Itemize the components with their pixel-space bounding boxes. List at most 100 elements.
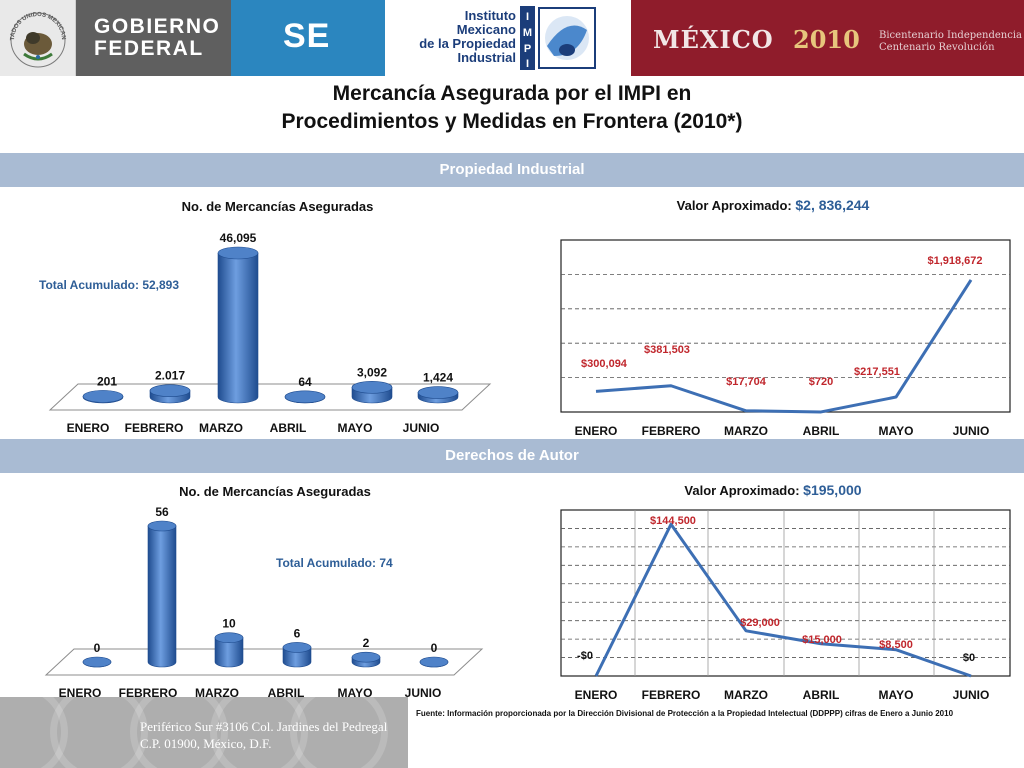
- impi-name-line: Industrial: [457, 50, 516, 65]
- category-label: MAYO: [879, 688, 914, 702]
- autor-value-amount: $195,000: [803, 482, 862, 498]
- category-label: JUNIO: [953, 424, 990, 438]
- data-label: $15,000: [802, 634, 842, 646]
- impi-emblem-icon: I M P I: [520, 6, 596, 70]
- category-label: ABRIL: [803, 424, 840, 438]
- bar-top: [217, 246, 259, 260]
- series-line: [594, 522, 972, 678]
- autor-value-title: Valor Aproximado: $195,000: [533, 482, 1013, 498]
- bar-top: [214, 632, 244, 644]
- plot-area: [560, 509, 1011, 677]
- data-label: $217,551: [854, 366, 900, 378]
- impi-name: Instituto Mexicano de la Propiedad Indus…: [415, 9, 516, 65]
- data-label: $29,000: [740, 617, 780, 629]
- bar-top: [82, 390, 124, 403]
- data-label: 1,424: [423, 371, 453, 385]
- national-seal-logo: ESTADOS UNIDOS MEXICANOS: [0, 0, 76, 76]
- data-label: $144,500: [650, 515, 696, 527]
- bar-top: [419, 656, 449, 668]
- bar-top: [282, 642, 312, 653]
- impi-name-line: Instituto: [464, 8, 516, 23]
- footer-address-panel: Periférico Sur #3106 Col. Jardines del P…: [0, 697, 408, 768]
- source-note: Fuente: Información proporcionada por la…: [416, 709, 954, 718]
- category-label: ABRIL: [803, 688, 840, 702]
- autor-count-title: No. de Mercancías Aseguradas: [179, 484, 371, 499]
- impi-name-line: Mexicano: [456, 22, 516, 37]
- mexico-word: MÉXICO: [653, 25, 774, 54]
- bar-body: [217, 252, 259, 404]
- impi-letter: P: [524, 43, 531, 55]
- industrial-value-label: Valor Aproximado:: [676, 198, 792, 213]
- data-label: $381,503: [644, 344, 690, 356]
- data-label: 64: [298, 375, 312, 389]
- page-title: Mercancía Asegurada por el IMPI en Proce…: [0, 80, 1024, 136]
- bicentenario-text: Bicentenario Independencia: [879, 30, 1023, 41]
- bar-body: [214, 637, 244, 668]
- autor-value-label: Valor Aproximado:: [684, 483, 800, 498]
- impi-letter: I: [526, 58, 529, 70]
- bar-top: [417, 386, 459, 399]
- header-banner: ESTADOS UNIDOS MEXICANOS GOBIERNO FEDERA…: [0, 0, 1024, 76]
- gobierno-line-2: FEDERAL: [94, 37, 204, 60]
- category-label: MARZO: [724, 688, 768, 702]
- bar-top: [147, 520, 177, 532]
- data-label: 0: [94, 641, 101, 655]
- data-label: 2: [363, 636, 370, 650]
- gobierno-federal-logo: GOBIERNO FEDERAL: [76, 0, 231, 76]
- category-label: FEBRERO: [642, 424, 701, 438]
- section-header-propiedad-industrial: Propiedad Industrial: [0, 153, 1024, 187]
- impi-name-line: de la Propiedad: [419, 36, 516, 51]
- address-line-1: Periférico Sur #3106 Col. Jardines del P…: [140, 719, 388, 734]
- impi-logo: Instituto Mexicano de la Propiedad Indus…: [385, 0, 631, 76]
- data-label: 2.017: [155, 369, 185, 383]
- bar-body: [282, 647, 312, 668]
- industrial-count-title: No. de Mercancías Aseguradas: [181, 199, 374, 214]
- gobierno-line-1: GOBIERNO: [94, 15, 221, 38]
- section-header-derechos-de-autor: Derechos de Autor: [0, 439, 1024, 473]
- year-2010: 2010: [793, 25, 860, 54]
- category-label: MARZO: [724, 424, 768, 438]
- category-label: JUNIO: [405, 686, 442, 700]
- data-label: 46,095: [220, 231, 257, 245]
- page-title-line-1: Mercancía Asegurada por el IMPI en: [332, 82, 692, 105]
- bar-body: [147, 525, 177, 668]
- category-label: JUNIO: [403, 421, 440, 435]
- industrial-value-amount: $2, 836,244: [795, 197, 870, 213]
- bar-top: [351, 651, 381, 663]
- series-line: [595, 279, 973, 414]
- category-label: FEBRERO: [642, 688, 701, 702]
- category-label: FEBRERO: [125, 421, 184, 435]
- category-label: ENERO: [575, 424, 618, 438]
- data-label: $720: [809, 376, 833, 388]
- industrial-total-accumulated: Total Acumulado: 52,893: [39, 278, 180, 292]
- footer-address: Periférico Sur #3106 Col. Jardines del P…: [140, 718, 387, 752]
- data-label: $1,918,672: [927, 255, 982, 267]
- mexico-2010-logo: MÉXICO 2010 Bicentenario Independencia C…: [631, 0, 1024, 76]
- data-label: 56: [155, 505, 169, 519]
- category-label: ENERO: [575, 688, 618, 702]
- data-label: 3,092: [357, 365, 387, 379]
- se-logo: SE: [231, 0, 385, 76]
- impi-letter: I: [526, 11, 529, 23]
- data-label: 10: [222, 617, 236, 631]
- plot-area: [560, 239, 1011, 413]
- data-label: $17,704: [726, 376, 767, 388]
- impi-letter: M: [523, 27, 532, 39]
- data-label: 0: [431, 641, 438, 655]
- category-label: ENERO: [67, 421, 110, 435]
- page-title-line-2: Procedimientos y Medidas en Frontera (20…: [281, 110, 743, 133]
- category-label: JUNIO: [953, 688, 990, 702]
- category-label: MAYO: [338, 421, 373, 435]
- eagle-seal-icon: ESTADOS UNIDOS MEXICANOS: [0, 0, 66, 68]
- footer-decoration: [290, 697, 388, 768]
- data-label: $0: [963, 652, 975, 664]
- data-label: $8,500: [879, 639, 913, 651]
- centenario-text: Centenario Revolución: [879, 42, 995, 53]
- bar-top: [284, 390, 326, 404]
- bar-top: [82, 656, 112, 668]
- bar-top: [149, 384, 191, 397]
- autor-total-accumulated: Total Acumulado: 74: [276, 556, 393, 570]
- category-label: ABRIL: [270, 421, 307, 435]
